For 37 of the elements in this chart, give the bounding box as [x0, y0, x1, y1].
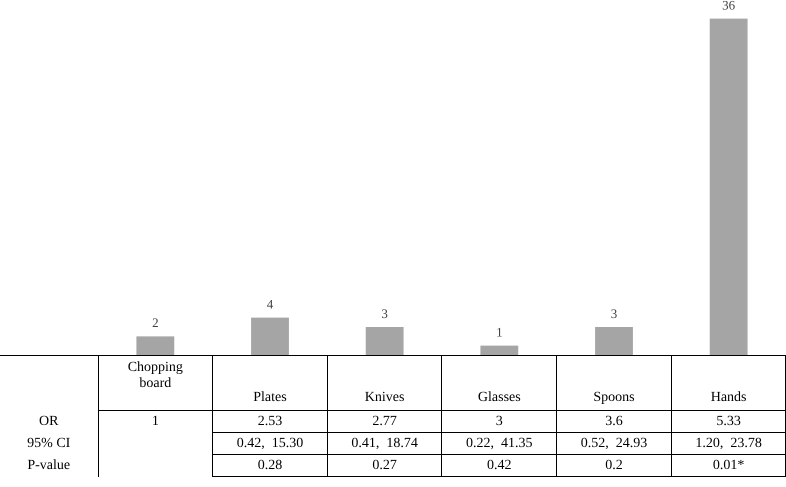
x-tick-label: Hands — [671, 356, 786, 410]
bar — [251, 318, 289, 355]
text: 3.6 — [556, 410, 672, 432]
text: 0.52, 24.93 — [556, 432, 672, 454]
text: 1.20, 23.78 — [671, 432, 786, 454]
text: 0.28 — [212, 454, 328, 476]
text: 0.41, 18.74 — [327, 432, 442, 454]
text: OR — [38, 412, 60, 430]
bar — [366, 326, 404, 355]
bar — [480, 346, 518, 355]
data-label: 3 — [381, 306, 388, 321]
x-tick-label: Glasses — [442, 356, 557, 410]
text: 0.01* — [671, 454, 786, 476]
x-tick-label: Plates — [212, 356, 328, 410]
text: 2.53 — [212, 410, 328, 432]
bar — [136, 336, 174, 355]
text: 3 — [442, 410, 557, 432]
bar — [595, 326, 633, 355]
text: 95% CI — [26, 434, 72, 452]
x-tick-label: Spoons — [556, 356, 672, 410]
bar — [710, 18, 748, 355]
x-tick-label: Knives — [327, 356, 442, 410]
text: 2.77 — [327, 410, 442, 432]
data-label: 1 — [496, 324, 503, 340]
text: 0.2 — [556, 454, 672, 476]
text: 0.27 — [327, 454, 442, 476]
text: 0.42, 15.30 — [212, 432, 328, 454]
data-label: 3 — [610, 306, 618, 321]
data-label: 36 — [722, 0, 736, 13]
x-tick-label: Chopping board — [98, 356, 213, 410]
text: 0.42 — [442, 454, 557, 476]
text: 5.33 — [671, 410, 786, 432]
data-label: 2 — [152, 315, 159, 330]
text: 0.22, 41.35 — [442, 432, 557, 454]
text: 1 — [98, 410, 213, 432]
data-label: 4 — [266, 296, 274, 312]
text: P-value — [26, 456, 72, 474]
